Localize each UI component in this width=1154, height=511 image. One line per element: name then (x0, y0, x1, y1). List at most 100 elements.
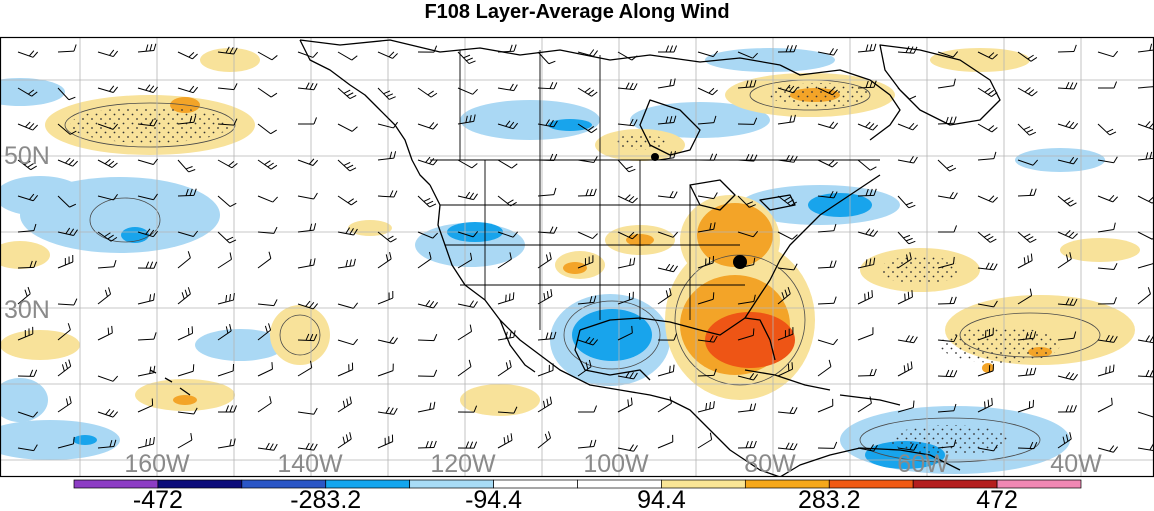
wind-barb (177, 364, 195, 377)
wind-barb (657, 263, 678, 273)
wind-barb (417, 334, 438, 342)
wind-barb (57, 195, 77, 208)
wind-barb (977, 123, 998, 133)
wind-barb (577, 439, 597, 449)
location-marker (651, 153, 659, 161)
wind-barb (657, 364, 675, 377)
wind-barb (1137, 287, 1151, 305)
wind-barb (697, 153, 718, 161)
wind-barb (497, 159, 518, 169)
lon-label: 100W (583, 450, 649, 478)
wind-barb (337, 51, 358, 61)
wind-barb (697, 255, 714, 269)
wind-barb (617, 194, 638, 204)
wind-barb (577, 336, 599, 346)
wind-barb (617, 257, 636, 269)
wind-barb (1097, 123, 1117, 136)
wind-barb (897, 252, 912, 269)
wind-barb (577, 49, 598, 57)
wind-barb (537, 119, 558, 128)
wind-barb (297, 82, 318, 91)
pos-anomaly-area (0, 330, 80, 360)
wind-barb (857, 290, 873, 305)
pos-anomaly-core (697, 203, 773, 267)
wind-barb (777, 231, 798, 240)
wind-barb (417, 87, 438, 98)
wind-barb (417, 251, 432, 269)
wind-barb (817, 260, 837, 269)
wind-barb (817, 190, 838, 199)
wind-barb (137, 193, 158, 201)
wind-barb (257, 251, 272, 269)
wind-barb (17, 411, 39, 418)
wind-barb (497, 433, 513, 449)
wind-barb (417, 401, 436, 413)
wind-barb (337, 258, 356, 269)
wind-barb (857, 80, 877, 89)
neg-anomaly-area (0, 78, 65, 106)
wind-barb (1057, 298, 1078, 306)
wind-barb (1097, 263, 1118, 271)
wind-barb (97, 158, 118, 168)
wind-barb (537, 82, 558, 90)
wind-barb (977, 397, 993, 413)
wind-barb (377, 151, 397, 161)
wind-barb (977, 327, 994, 341)
neg-anomaly-core (548, 119, 592, 131)
anomaly-shading (0, 48, 1140, 474)
wind-barb (1097, 50, 1119, 58)
wind-barb (897, 195, 916, 209)
wind-barb (777, 362, 793, 377)
wind-barb (1097, 194, 1119, 203)
wind-barb (577, 255, 594, 269)
wind-barb (617, 325, 633, 341)
wind-barb (577, 123, 598, 134)
wind-barb (657, 333, 678, 341)
wind-barb (1057, 195, 1077, 207)
wind-barb (537, 363, 554, 377)
wind-barb (57, 436, 75, 449)
wind-barb (137, 84, 159, 93)
wind-barb (297, 258, 316, 269)
wind-barb (777, 286, 791, 305)
wind-barb (417, 440, 437, 449)
wind-barb (417, 369, 438, 377)
wind-barb (777, 195, 797, 207)
wind-barb (977, 51, 998, 60)
colorbar (73, 479, 1082, 489)
wind-barb (1057, 156, 1078, 165)
wind-barb (1097, 445, 1119, 453)
wind-barb (17, 193, 39, 202)
colorbar-labels: -472 -283.2 -94.4 94.4 283.2 472 (133, 486, 1018, 511)
wind-barb (97, 287, 112, 305)
wind-barb (1057, 372, 1078, 381)
wind-barb (657, 78, 676, 89)
wind-barb (1097, 334, 1118, 343)
wind-barb (1057, 405, 1077, 413)
wind-barb (457, 191, 478, 201)
wind-barb (17, 286, 31, 305)
wind-barb (537, 187, 557, 197)
wind-barb (1017, 253, 1033, 269)
pos-anomaly-area (0, 241, 50, 269)
wind-barb (897, 46, 918, 54)
wind-barb (297, 300, 319, 310)
wind-barb (1017, 399, 1034, 413)
colorbar-label: -94.4 (465, 486, 522, 511)
wind-barb (17, 260, 37, 269)
wind-barb (17, 121, 38, 131)
wind-barb (97, 193, 118, 201)
lon-label: 120W (430, 450, 496, 478)
wind-barb (177, 115, 197, 125)
wind-barb (257, 323, 272, 341)
wind-barb (737, 403, 757, 413)
neg-anomaly-core (73, 435, 97, 445)
wind-barb (737, 294, 756, 305)
lon-label: 140W (277, 450, 343, 478)
wind-barb (337, 302, 359, 309)
wind-barb (1097, 222, 1116, 233)
wind-barb (777, 154, 798, 163)
wind-barb (137, 43, 157, 53)
lat-label-30n: 30N (4, 296, 50, 324)
